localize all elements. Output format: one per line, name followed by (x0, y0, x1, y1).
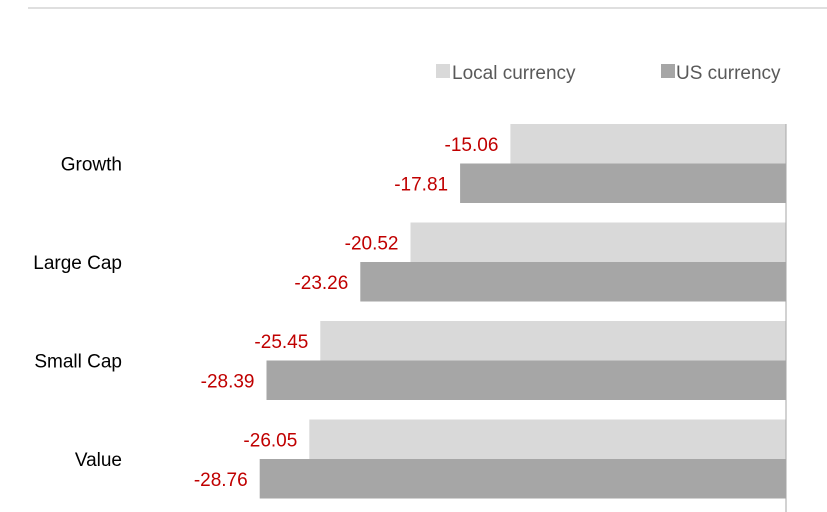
bar-us-0 (460, 163, 786, 203)
value-label-us-2: -28.39 (201, 371, 255, 392)
value-label-local-0: -15.06 (445, 135, 499, 156)
bar-local-2 (320, 321, 786, 361)
value-label-local-2: -25.45 (254, 332, 308, 353)
category-label-1: Large Cap (33, 253, 122, 274)
value-label-us-0: -17.81 (394, 174, 448, 195)
value-labels: -15.06 -17.81 -20.52 -23.26 -25.45 -28.39 -26.… (194, 135, 499, 491)
value-label-local-3: -26.05 (243, 430, 297, 451)
bars (259, 124, 786, 499)
bar-us-3 (259, 459, 786, 499)
bar-local-0 (510, 124, 786, 164)
category-labels: Growth Large Cap Small Cap Value (33, 155, 122, 472)
category-label-2: Small Cap (34, 352, 122, 373)
bar-us-2 (266, 360, 786, 400)
value-label-us-1: -23.26 (294, 273, 348, 294)
category-label-3: Value (75, 450, 122, 471)
legend-swatch-local (436, 64, 450, 78)
value-label-local-1: -20.52 (345, 233, 399, 254)
legend-label-local: Local currency (452, 63, 576, 84)
bar-local-1 (410, 222, 786, 262)
value-label-us-3: -28.76 (194, 470, 248, 491)
bar-us-1 (360, 262, 786, 302)
legend-swatch-us (661, 64, 675, 78)
legend-label-us: US currency (676, 63, 781, 84)
legend: Local currency US currency (436, 63, 781, 84)
bar-local-3 (309, 419, 786, 459)
category-label-0: Growth (61, 155, 122, 176)
